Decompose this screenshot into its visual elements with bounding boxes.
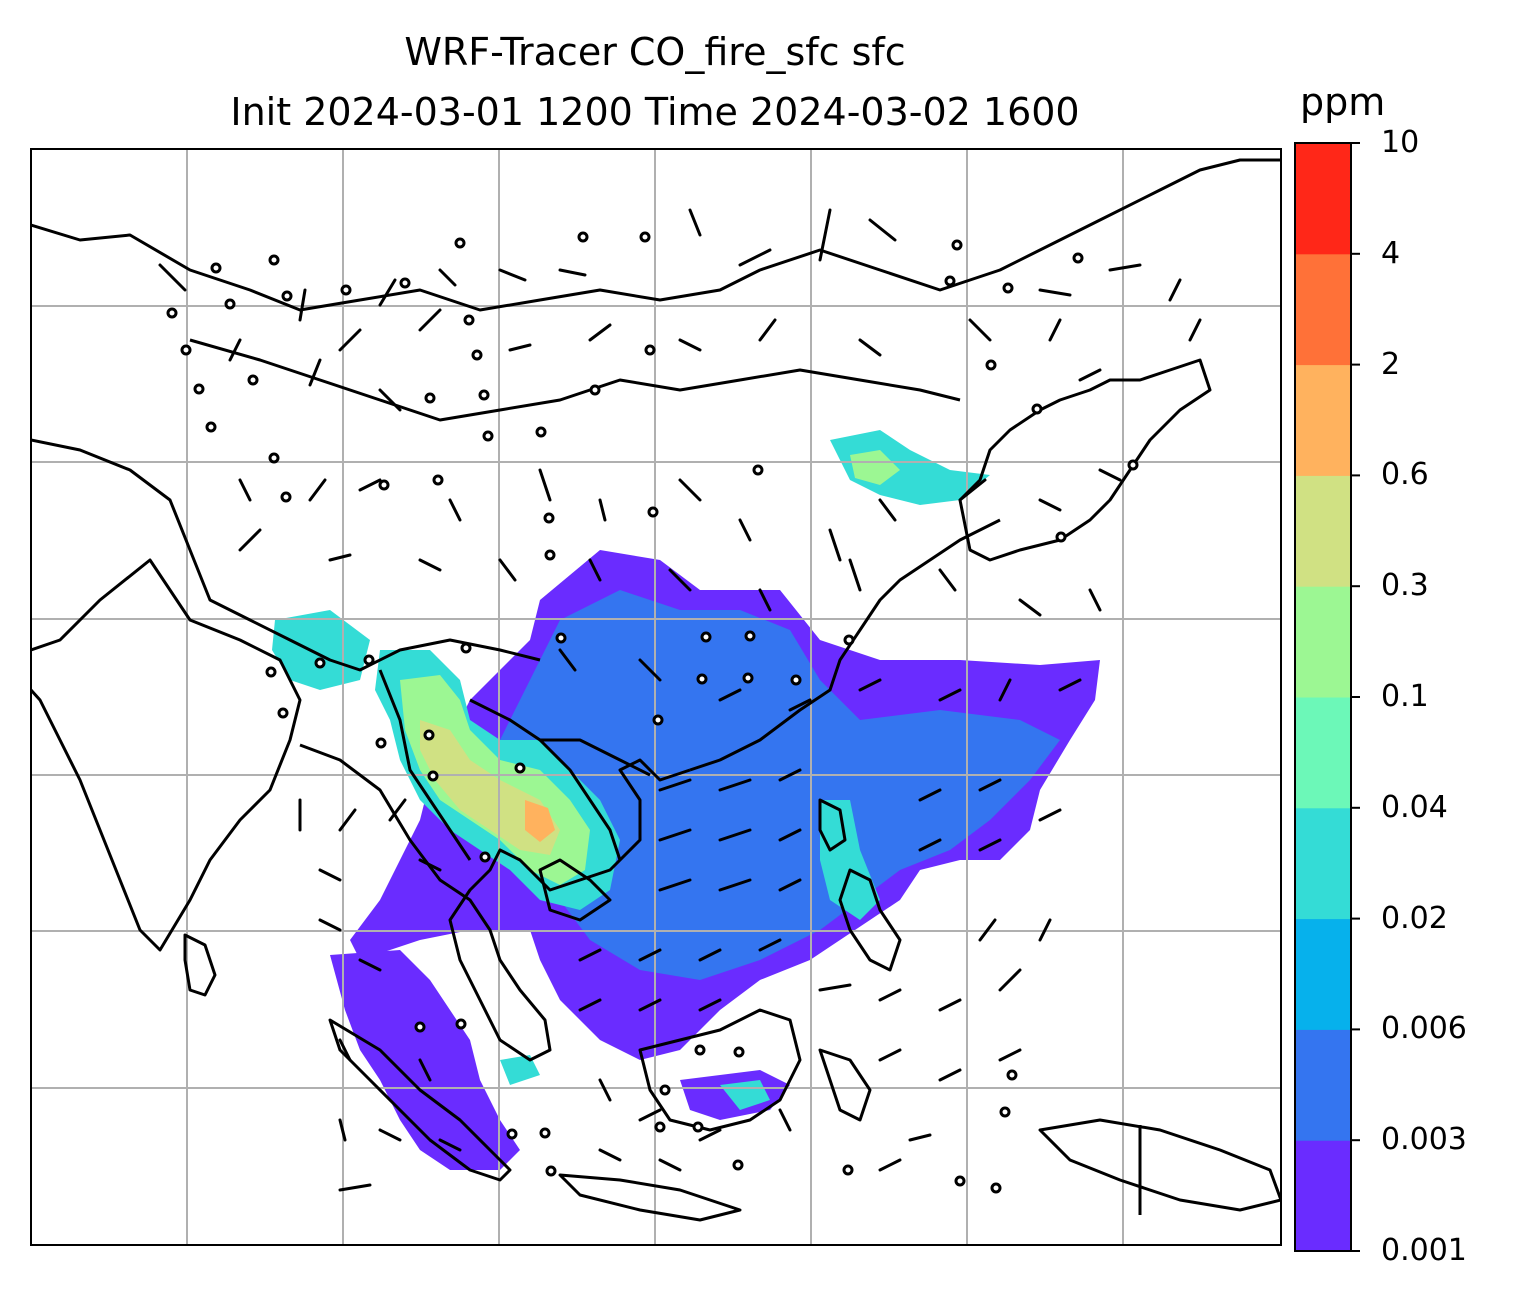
sri-lanka — [183, 933, 217, 997]
plume-orange-core — [525, 800, 555, 842]
wind-barbs — [158, 208, 1202, 1192]
plume-ne-china — [830, 430, 990, 505]
colorbar-tick-label: 0.001 — [1381, 1233, 1467, 1268]
taiwan — [818, 798, 847, 852]
colorbar-tick-label: 0.1 — [1381, 679, 1429, 714]
colorbar-segment — [1295, 807, 1351, 920]
map-title: WRF-Tracer CO_fire_sfc sfc — [404, 30, 906, 74]
philippines — [838, 868, 902, 972]
south-china-coast — [689, 518, 1001, 772]
colorbar-tick-label: 0.006 — [1381, 1011, 1467, 1047]
borneo — [638, 1008, 802, 1132]
map-subtitle: Init 2024-03-01 1200 Time 2024-03-02 160… — [230, 90, 1080, 134]
plume-sumatra — [330, 950, 520, 1170]
china-south-border — [469, 698, 651, 777]
colorbar-tick-label: 2 — [1381, 346, 1401, 382]
colorbar-segment — [1295, 364, 1351, 476]
colorbar-unit: ppm — [1300, 80, 1386, 124]
plume-sumatra-spot — [500, 1055, 540, 1085]
sulawesi — [818, 1048, 872, 1122]
plume-fill-layer — [272, 430, 1100, 1170]
sumatra — [328, 1018, 512, 1182]
china-west-border — [31, 438, 541, 672]
colorbar — [1294, 142, 1360, 1252]
indochina-coast — [299, 743, 691, 1062]
colorbar-segment — [1295, 586, 1351, 698]
myanmar-border — [378, 669, 472, 861]
java — [558, 1173, 742, 1222]
colorbar-tick-label: 0.02 — [1381, 900, 1448, 936]
plume-blue-china — [500, 590, 1060, 980]
colorbar-segment — [1295, 1140, 1351, 1252]
plume-philippines — [820, 800, 880, 920]
china-north-border — [31, 158, 1281, 312]
calm-wind-markers — [166, 231, 1139, 1194]
korea-japan — [958, 358, 1212, 562]
colorbar-segment — [1295, 1029, 1351, 1141]
colorbar-tick-label: 0.04 — [1381, 789, 1448, 825]
colorbar-segment — [1295, 143, 1351, 255]
coastlines — [31, 158, 1281, 1222]
cambodia-border — [538, 858, 612, 922]
mongolia-border — [189, 338, 961, 422]
india-coast — [31, 558, 302, 952]
colorbar-segment — [1295, 918, 1351, 1030]
colorbar-tick-label: 0.3 — [1381, 568, 1429, 604]
plume-ne-china-core — [850, 450, 900, 485]
colorbar-tick-label: 10 — [1381, 125, 1420, 160]
colorbar-tick-label: 0.6 — [1381, 457, 1429, 493]
plume-west-india-edge — [272, 610, 370, 690]
colorbar-tick-label: 0.003 — [1381, 1122, 1467, 1158]
colorbar-tick-label: 4 — [1381, 235, 1401, 271]
new-guinea — [1038, 1118, 1281, 1212]
colorbar-segment — [1295, 697, 1351, 809]
laos-vietnam-border — [538, 738, 622, 861]
map-frame — [30, 148, 1282, 1246]
colorbar-segment — [1295, 253, 1351, 366]
colorbar-segment — [1295, 475, 1351, 587]
